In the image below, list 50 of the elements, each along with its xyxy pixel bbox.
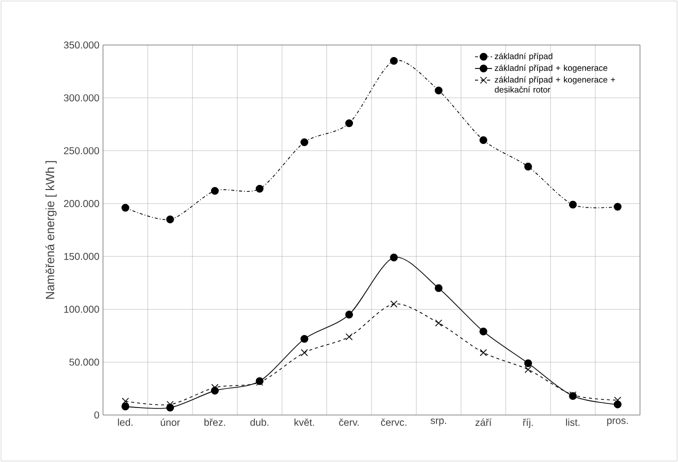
point — [345, 310, 354, 318]
point — [122, 398, 129, 405]
point — [390, 300, 398, 308]
point — [210, 187, 219, 195]
x-tick-label: červc. — [381, 418, 406, 426]
y-tick-label: 100.000 — [64, 306, 100, 313]
x-tick-label: květ. — [294, 418, 314, 426]
point — [524, 359, 532, 368]
point — [121, 402, 130, 410]
x-tick-label: dub. — [250, 418, 268, 426]
point — [524, 162, 532, 170]
point — [121, 204, 130, 212]
legend-label: základní případ + kogenerace + desikační rotor — [494, 76, 616, 93]
point — [345, 119, 354, 128]
x-tick-label: břez. — [204, 418, 226, 426]
point — [480, 349, 487, 356]
x-tick-label: září — [475, 418, 492, 426]
point — [524, 366, 532, 374]
point — [434, 284, 443, 292]
y-tick-label: 300.000 — [64, 94, 100, 102]
legend-label: základní případ — [494, 52, 552, 61]
x-tick-label: srp. — [430, 418, 446, 426]
point — [568, 200, 577, 209]
point — [435, 319, 442, 327]
point — [479, 328, 488, 336]
y-tick-label: 200.000 — [64, 200, 100, 208]
y-tick-label: 50.000 — [69, 358, 100, 366]
legend-label: základní případ + kogenerace — [494, 64, 608, 73]
x-tick-label: list. — [566, 418, 580, 426]
x-tick-label: pros. — [607, 418, 628, 426]
point — [434, 86, 443, 94]
point — [346, 333, 353, 340]
y-tick-label: 350.000 — [64, 41, 100, 49]
point — [390, 254, 398, 262]
point — [300, 349, 308, 356]
y-tick-label: 0 — [94, 411, 100, 419]
y-tick-label: 250.000 — [64, 147, 100, 154]
x-tick-label: říj. — [522, 418, 533, 428]
y-axis-title: Naměřená energie [ kWh ] — [45, 161, 57, 299]
x-tick-label: led. — [118, 418, 132, 426]
y-tick-label: 150.000 — [64, 252, 100, 260]
x-tick-label: červ. — [339, 418, 359, 426]
point — [256, 184, 264, 193]
x-tick-label: únor — [160, 418, 180, 426]
point — [300, 335, 308, 343]
point — [166, 216, 174, 224]
point — [390, 56, 398, 65]
point — [614, 202, 622, 211]
point — [479, 136, 488, 144]
point — [300, 138, 308, 146]
